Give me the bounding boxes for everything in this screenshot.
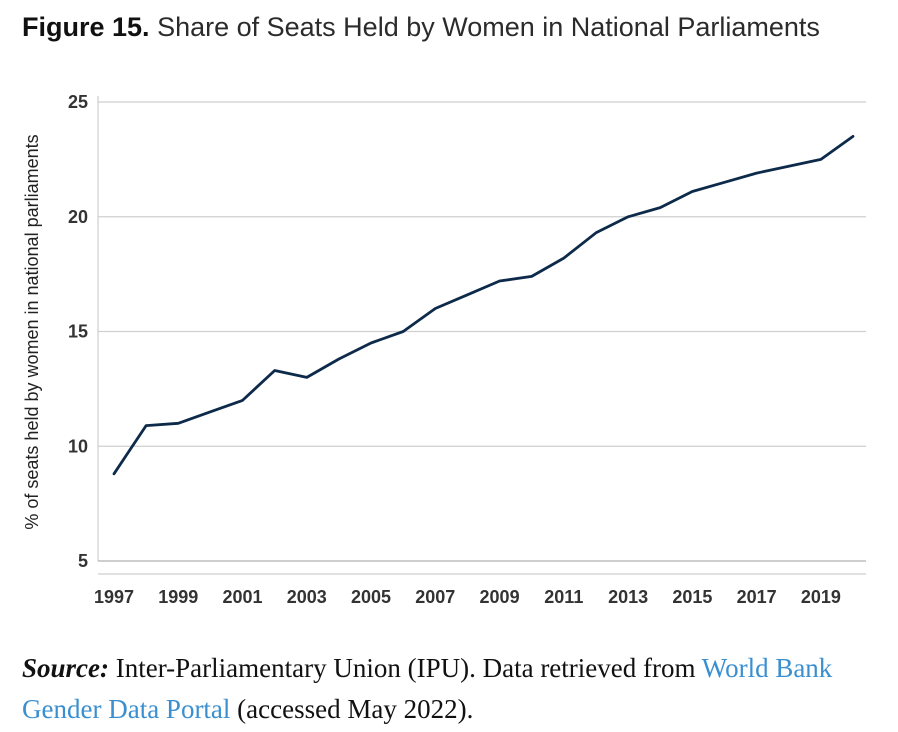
x-tick-label-2017: 2017	[737, 587, 777, 607]
x-tick-label-2001: 2001	[222, 587, 262, 607]
figure-label: Figure 15.	[22, 12, 150, 42]
source-label: Source:	[22, 653, 109, 683]
x-tick-label-2015: 2015	[672, 587, 712, 607]
series-group	[112, 134, 855, 476]
y-tick-label-15: 15	[68, 322, 88, 342]
line-chart: 5 10 15 20 25 1997 1999 2001 2003 2005 2007 2009 20…	[22, 92, 866, 607]
chart-title: Figure 15. Share of Seats Held by Women …	[22, 12, 820, 43]
x-tick-label-2007: 2007	[415, 587, 455, 607]
source-note: Source: Inter-Parliamentary Union (IPU).…	[22, 648, 882, 730]
y-tick-label-25: 25	[68, 92, 88, 112]
x-tick-label-2019: 2019	[801, 587, 841, 607]
y-tick-label-20: 20	[68, 207, 88, 227]
x-tick-label-2009: 2009	[480, 587, 520, 607]
y-axis-label: % of seats held by women in national par…	[22, 134, 42, 529]
x-tick-label-1997: 1997	[94, 587, 134, 607]
gridlines	[98, 101, 866, 447]
axes	[97, 96, 866, 575]
source-text-after: (accessed May 2022).	[230, 694, 474, 724]
x-tick-label-1999: 1999	[158, 587, 198, 607]
x-tick-label-2003: 2003	[287, 587, 327, 607]
y-tick-labels: 5 10 15 20 25	[68, 92, 88, 571]
figure-title-text: Share of Seats Held by Women in National…	[157, 12, 820, 42]
series-line-0	[112, 134, 855, 476]
y-tick-label-10: 10	[68, 436, 88, 456]
source-text-before: Inter-Parliamentary Union (IPU). Data re…	[109, 653, 702, 683]
x-tick-label-2013: 2013	[608, 587, 648, 607]
x-tick-label-2005: 2005	[351, 587, 391, 607]
x-tick-label-2011: 2011	[544, 587, 583, 607]
world-bank-gender-data-portal-link[interactable]: World Bank Gender Data Portal	[22, 653, 833, 724]
x-tick-labels: 1997 1999 2001 2003 2005 2007 2009 2011 2013 2015…	[94, 587, 841, 607]
y-tick-label-5: 5	[78, 551, 88, 571]
